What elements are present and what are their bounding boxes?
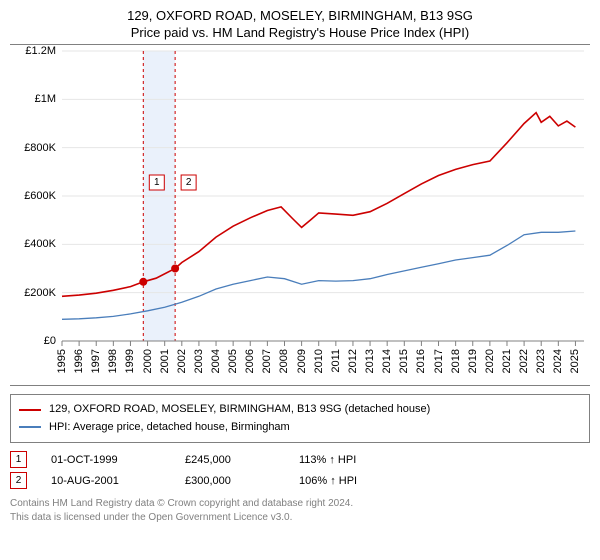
xtick-label: 2023 — [535, 349, 547, 373]
xtick-label: 2014 — [381, 349, 393, 373]
xtick-label: 2015 — [398, 349, 410, 373]
sales-table: 1 01-OCT-1999 £245,000 113% ↑ HPI 2 10-AUG-20… — [10, 449, 590, 491]
series-marker — [171, 265, 179, 273]
xtick-label: 2010 — [313, 349, 325, 373]
xtick-label: 2008 — [278, 349, 290, 373]
chart: 12£0£200K£400K£600K£800K£1M£1.2M19951996… — [10, 44, 590, 386]
ytick-label: £200K — [10, 287, 56, 299]
xtick-label: 2021 — [501, 349, 513, 373]
xtick-label: 2006 — [244, 349, 256, 373]
ytick-label: £400K — [10, 238, 56, 250]
xtick-label: 2025 — [569, 349, 581, 373]
sale-date: 10-AUG-2001 — [51, 475, 161, 487]
xtick-label: 1995 — [56, 349, 68, 373]
legend-item: HPI: Average price, detached house, Birm… — [19, 419, 581, 437]
title-main: 129, OXFORD ROAD, MOSELEY, BIRMINGHAM, B… — [10, 8, 590, 23]
sale-row: 2 10-AUG-2001 £300,000 106% ↑ HPI — [10, 470, 590, 491]
xtick-label: 2018 — [450, 349, 462, 373]
title-sub: Price paid vs. HM Land Registry's House … — [10, 25, 590, 40]
figure-root: 129, OXFORD ROAD, MOSELEY, BIRMINGHAM, B… — [0, 0, 600, 530]
xtick-label: 1996 — [73, 349, 85, 373]
event-label-text: 2 — [186, 177, 192, 188]
event-label-text: 1 — [154, 177, 160, 188]
sale-date: 01-OCT-1999 — [51, 454, 161, 466]
xtick-label: 2009 — [296, 349, 308, 373]
legend-label: HPI: Average price, detached house, Birm… — [49, 419, 290, 437]
footer: Contains HM Land Registry data © Crown c… — [10, 497, 590, 524]
xtick-label: 2003 — [193, 349, 205, 373]
chart-svg: 12 — [10, 45, 590, 385]
xtick-label: 2011 — [330, 349, 342, 373]
xtick-label: 2002 — [176, 349, 188, 373]
titles: 129, OXFORD ROAD, MOSELEY, BIRMINGHAM, B… — [10, 8, 590, 40]
xtick-label: 1997 — [90, 349, 102, 373]
legend-label: 129, OXFORD ROAD, MOSELEY, BIRMINGHAM, B… — [49, 401, 430, 419]
sale-index-box: 1 — [10, 451, 27, 468]
legend-swatch — [19, 426, 41, 428]
sale-price: £300,000 — [185, 475, 275, 487]
xtick-label: 2017 — [433, 349, 445, 373]
ytick-label: £1.2M — [10, 45, 56, 57]
legend: 129, OXFORD ROAD, MOSELEY, BIRMINGHAM, B… — [10, 394, 590, 443]
xtick-label: 2016 — [415, 349, 427, 373]
xtick-label: 2020 — [484, 349, 496, 373]
ytick-label: £600K — [10, 190, 56, 202]
legend-swatch — [19, 409, 41, 411]
ytick-label: £800K — [10, 142, 56, 154]
series-marker — [139, 278, 147, 286]
xtick-label: 2005 — [227, 349, 239, 373]
xtick-label: 2000 — [142, 349, 154, 373]
xtick-label: 2012 — [347, 349, 359, 373]
footer-line-1: Contains HM Land Registry data © Crown c… — [10, 497, 590, 511]
sale-index-box: 2 — [10, 472, 27, 489]
ytick-label: £0 — [10, 335, 56, 347]
series-price_paid — [62, 113, 575, 297]
sale-ratio: 106% ↑ HPI — [299, 475, 357, 487]
ytick-label: £1M — [10, 93, 56, 105]
xtick-label: 1998 — [107, 349, 119, 373]
xtick-label: 2019 — [467, 349, 479, 373]
sale-price: £245,000 — [185, 454, 275, 466]
sale-ratio: 113% ↑ HPI — [299, 454, 356, 466]
xtick-label: 2013 — [364, 349, 376, 373]
xtick-label: 2001 — [159, 349, 171, 373]
legend-item: 129, OXFORD ROAD, MOSELEY, BIRMINGHAM, B… — [19, 401, 581, 419]
xtick-label: 2022 — [518, 349, 530, 373]
xtick-label: 2024 — [552, 349, 564, 373]
sale-row: 1 01-OCT-1999 £245,000 113% ↑ HPI — [10, 449, 590, 470]
footer-line-2: This data is licensed under the Open Gov… — [10, 511, 590, 525]
xtick-label: 2004 — [210, 349, 222, 373]
xtick-label: 2007 — [261, 349, 273, 373]
xtick-label: 1999 — [124, 349, 136, 373]
